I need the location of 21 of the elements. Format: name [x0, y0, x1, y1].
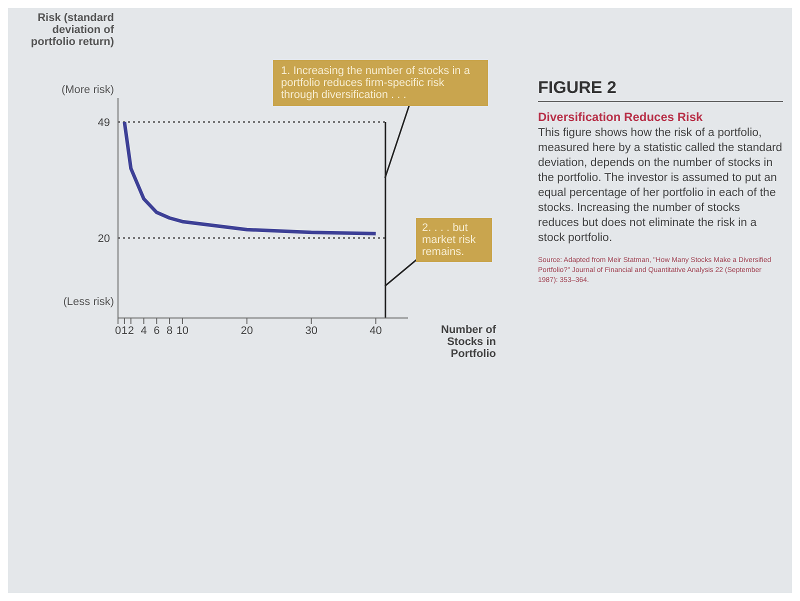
x-tick-label: 40 — [370, 324, 382, 337]
x-axis-title: Number of Stocks in Portfolio — [440, 324, 496, 360]
text: Diversification Reduces Risk — [538, 110, 704, 124]
text: (Less risk) — [62, 296, 114, 308]
x-tick-label: 0 — [114, 324, 122, 337]
text: This figure shows how the risk of a portfolio, measured here by a statistic called the standard deviation, depends on the number of stocks in the portfolio. The investor is assumed to put an equal percentage of her portfolio in each of the stocks. Increasing the number of stocks reduces but does not eliminate the risk in a stock portfolio. — [538, 126, 783, 246]
y-tick-label: 49 — [98, 116, 110, 129]
annotation: 1. Increasing the number of stocks in a portfolio reduces firm-specific risk through diversification . . . — [273, 60, 488, 106]
x-tick-label: 10 — [176, 324, 189, 337]
line-series — [122, 120, 378, 236]
x-tick-label: 6 — [154, 324, 160, 337]
x-tick-label: 8 — [166, 324, 173, 337]
x-tick-label: 1 — [121, 324, 128, 337]
y-axis-title: Risk (standard deviation of portfolio return) — [30, 12, 114, 48]
annotation: 2. . . . but market risk remains. — [416, 218, 492, 262]
text: FIGURE 2 — [538, 78, 783, 102]
x-tick-label: 30 — [305, 324, 318, 337]
text: (More risk) — [60, 84, 114, 96]
x-tick-label: 20 — [240, 324, 254, 337]
x-tick-label: 4 — [140, 324, 147, 337]
x-tick-label: 2 — [128, 324, 134, 337]
